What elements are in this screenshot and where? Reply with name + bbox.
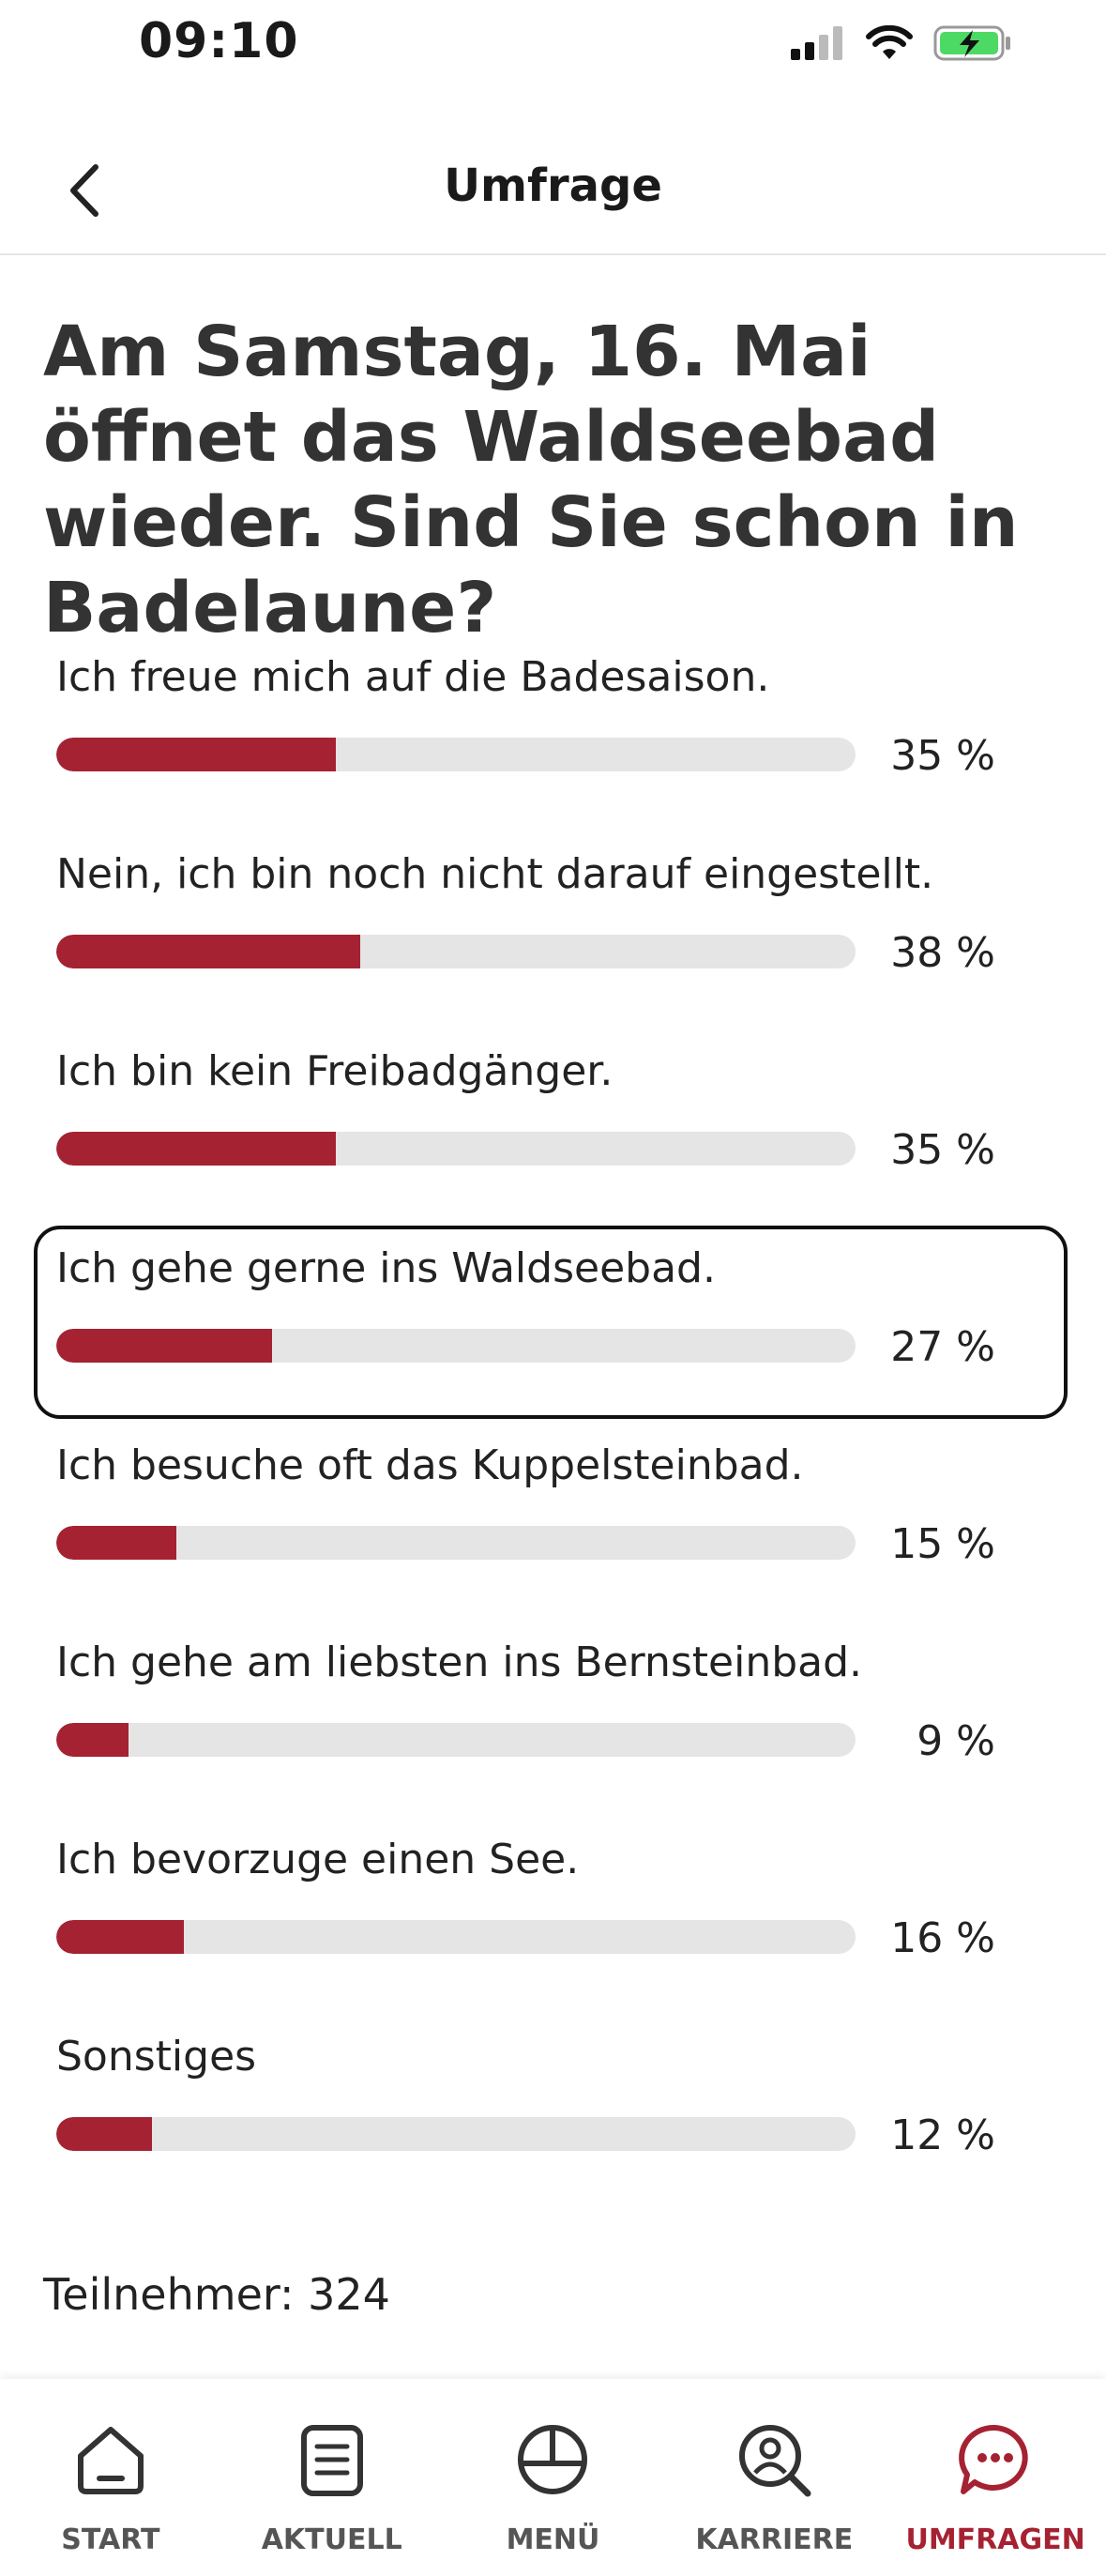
poll-option-label: Ich gehe am liebsten ins Bernsteinbad.: [56, 1639, 863, 1686]
poll-question: Am Samstag, 16. Mai öffnet das Waldseeba…: [43, 312, 1019, 648]
page-title: Umfrage: [444, 160, 662, 212]
poll-option[interactable]: Ich bevorzuge einen See. 16 %: [0, 1826, 1106, 2023]
menu-plate-icon: [518, 2425, 588, 2494]
result-bar-fill: [56, 1329, 273, 1363]
result-bar-fill: [56, 1526, 176, 1560]
result-bar-fill: [56, 2117, 153, 2151]
result-bar-track: [56, 1329, 856, 1363]
result-bar-fill: [56, 1723, 129, 1757]
back-button[interactable]: [54, 158, 120, 223]
home-icon: [77, 2427, 144, 2494]
chat-bubble-icon: [959, 2424, 1028, 2494]
result-bar-fill: [56, 738, 337, 771]
tab-aktuell[interactable]: AKTUELL: [221, 2379, 443, 2576]
tab-label: KARRIERE: [695, 2523, 854, 2556]
wifi-icon: [866, 25, 913, 59]
news-icon: [300, 2425, 363, 2496]
status-bar: 09:10: [0, 0, 1106, 94]
result-percent: 12 %: [890, 2111, 995, 2159]
result-percent: 9 %: [917, 1717, 995, 1765]
tab-label: UMFRAGEN: [905, 2523, 1085, 2556]
result-bar-fill: [56, 1920, 185, 1954]
poll-option-label: Ich bevorzuge einen See.: [56, 1836, 580, 1883]
chevron-left-icon: [70, 164, 98, 217]
career-search-icon: [739, 2425, 811, 2497]
result-percent: 27 %: [890, 1323, 995, 1371]
tab-start[interactable]: START: [0, 2379, 221, 2576]
status-icons: [791, 24, 1012, 62]
result-bar-fill: [56, 935, 360, 968]
poll-option-label: Ich freue mich auf die Badesaison.: [56, 653, 770, 701]
poll-option[interactable]: Ich besuche oft das Kuppelsteinbad. 15 %: [0, 1432, 1106, 1629]
bottom-tab-bar: START AKTUELL MENÜ KARRIERE: [0, 2379, 1106, 2576]
poll-option-label: Ich gehe gerne ins Waldseebad.: [56, 1244, 716, 1292]
cellular-signal-icon: [791, 26, 842, 60]
result-bar-track: [56, 1132, 856, 1166]
poll-option[interactable]: Ich gehe am liebsten ins Bernsteinbad. 9…: [0, 1629, 1106, 1826]
tab-label: START: [61, 2523, 160, 2556]
result-bar-track: [56, 1920, 856, 1954]
result-percent: 16 %: [890, 1914, 995, 1962]
participant-count: Teilnehmer: 324: [43, 2269, 390, 2320]
tab-karriere[interactable]: KARRIERE: [663, 2379, 885, 2576]
poll-option[interactable]: Ich gehe gerne ins Waldseebad. 27 %: [0, 1226, 1106, 1432]
poll-option-label: Nein, ich bin noch nicht darauf eingeste…: [56, 850, 934, 898]
poll-option[interactable]: Sonstiges 12 %: [0, 2023, 1106, 2220]
result-percent: 35 %: [890, 1126, 995, 1174]
poll-option[interactable]: Ich bin kein Freibadgänger. 35 %: [0, 1038, 1106, 1235]
tab-umfragen[interactable]: UMFRAGEN: [885, 2379, 1106, 2576]
status-time: 09:10: [139, 13, 299, 69]
result-bar-track: [56, 2117, 856, 2151]
poll-option[interactable]: Nein, ich bin noch nicht darauf eingeste…: [0, 841, 1106, 1038]
result-percent: 35 %: [890, 732, 995, 780]
result-bar-track: [56, 1526, 856, 1560]
tab-label: AKTUELL: [261, 2523, 402, 2556]
result-bar-track: [56, 1723, 856, 1757]
result-percent: 15 %: [890, 1520, 995, 1568]
tab-menu[interactable]: MENÜ: [443, 2379, 664, 2576]
poll-option[interactable]: Ich freue mich auf die Badesaison. 35 %: [0, 644, 1106, 841]
header: Umfrage: [0, 131, 1106, 255]
result-bar-fill: [56, 1132, 337, 1166]
poll-option-label: Ich besuche oft das Kuppelsteinbad.: [56, 1441, 804, 1489]
poll-option-label: Sonstiges: [56, 2033, 257, 2081]
poll-option-label: Ich bin kein Freibadgänger.: [56, 1047, 614, 1095]
result-percent: 38 %: [890, 929, 995, 977]
result-bar-track: [56, 935, 856, 968]
poll-options: Ich freue mich auf die Badesaison. 35 % …: [0, 644, 1106, 2220]
result-bar-track: [56, 738, 856, 771]
tab-label: MENÜ: [506, 2523, 600, 2556]
battery-charging-icon: [933, 25, 1010, 61]
